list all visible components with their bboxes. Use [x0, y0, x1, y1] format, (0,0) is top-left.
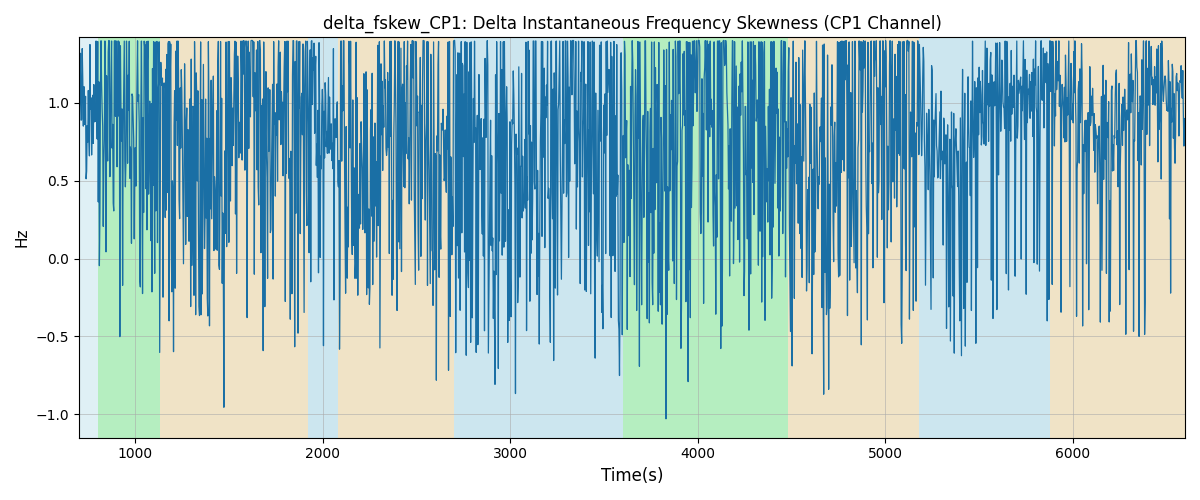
Bar [572, 38, 623, 438]
X-axis label: Time(s): Time(s) [601, 467, 664, 485]
Bar [160, 38, 307, 438]
Bar [337, 38, 454, 438]
Title: delta_fskew_CP1: Delta Instantaneous Frequency Skewness (CP1 Channel): delta_fskew_CP1: Delta Instantaneous Fre… [323, 15, 941, 34]
Bar [1050, 38, 1186, 438]
Bar [97, 38, 160, 438]
Bar [919, 38, 1050, 438]
Bar [454, 38, 572, 438]
Bar [787, 38, 919, 438]
Y-axis label: Hz: Hz [14, 228, 30, 248]
Bar [307, 38, 337, 438]
Bar [79, 38, 1186, 438]
Bar [623, 38, 787, 438]
